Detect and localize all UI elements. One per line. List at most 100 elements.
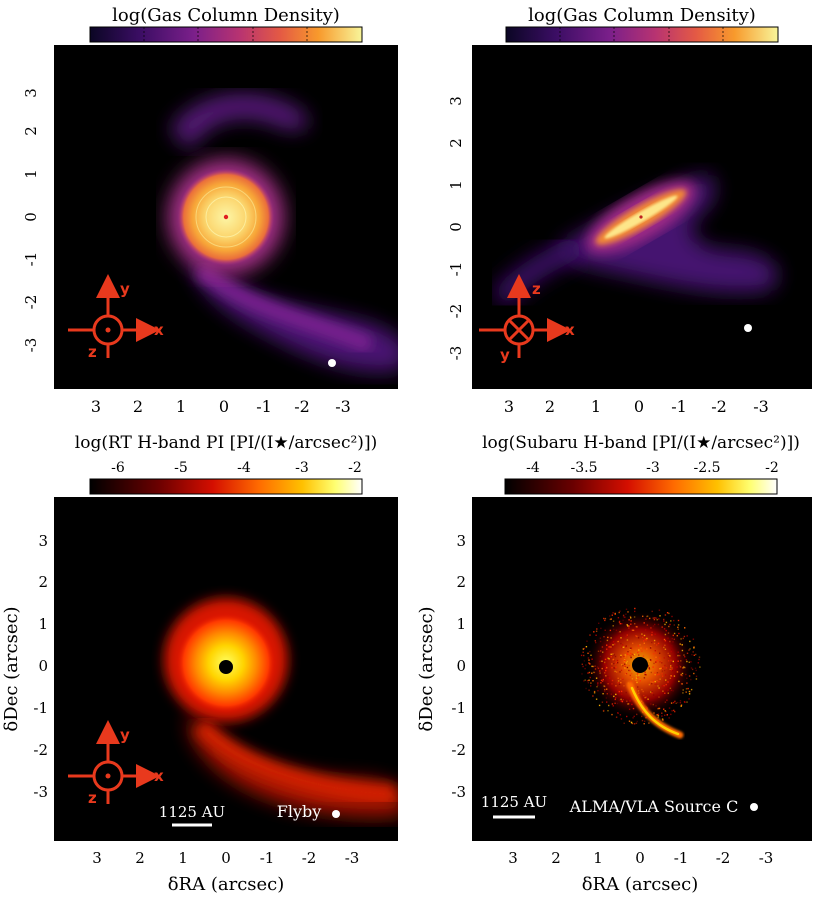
speckle bbox=[627, 625, 629, 627]
speckle bbox=[648, 660, 651, 662]
speckle bbox=[669, 623, 671, 626]
speckle bbox=[625, 635, 627, 638]
speckle bbox=[643, 640, 645, 642]
speckle bbox=[669, 687, 672, 689]
svg-text:2: 2 bbox=[545, 397, 555, 416]
speckle bbox=[677, 660, 679, 662]
speckle bbox=[605, 665, 607, 667]
speckle bbox=[664, 614, 667, 616]
svg-text:2: 2 bbox=[22, 126, 40, 136]
speckle bbox=[619, 631, 621, 633]
flyby-label-bl: Flyby bbox=[277, 802, 322, 821]
speckle bbox=[664, 644, 666, 646]
speckle bbox=[634, 623, 636, 625]
speckle bbox=[652, 666, 654, 668]
speckle bbox=[607, 657, 609, 659]
xlabel-bl: δRA (arcsec) bbox=[168, 874, 285, 895]
speckle bbox=[583, 680, 585, 682]
speckle bbox=[612, 625, 614, 627]
speckle bbox=[587, 657, 590, 659]
speckle bbox=[690, 688, 693, 691]
speckle bbox=[693, 672, 695, 675]
speckle bbox=[672, 660, 674, 663]
speckle bbox=[653, 694, 655, 696]
speckle bbox=[636, 713, 638, 716]
speckle bbox=[670, 689, 673, 691]
speckle bbox=[638, 649, 640, 651]
speckle bbox=[677, 624, 680, 626]
speckle bbox=[603, 685, 605, 687]
speckle bbox=[621, 644, 624, 646]
speckle bbox=[611, 683, 613, 685]
speckle bbox=[629, 697, 631, 699]
glyph-label-down-tr: y bbox=[500, 346, 510, 364]
speckle bbox=[657, 716, 659, 719]
speckle bbox=[648, 722, 650, 724]
speckle bbox=[695, 678, 698, 680]
speckle bbox=[637, 686, 639, 688]
flyby-marker-bl bbox=[332, 810, 340, 818]
speckle bbox=[620, 698, 622, 701]
svg-text:0: 0 bbox=[38, 657, 48, 675]
speckle bbox=[583, 647, 586, 650]
speckle bbox=[666, 612, 669, 614]
speckle bbox=[651, 631, 653, 634]
speckle bbox=[587, 652, 589, 654]
glyph-label-down-tl: z bbox=[88, 343, 97, 361]
speckle bbox=[635, 681, 637, 683]
speckle bbox=[591, 658, 593, 660]
speckle bbox=[638, 674, 640, 676]
speckle bbox=[670, 713, 672, 716]
svg-text:-2: -2 bbox=[22, 295, 40, 310]
speckle bbox=[614, 698, 616, 701]
speckle bbox=[675, 702, 677, 704]
speckle bbox=[665, 710, 667, 713]
speckle bbox=[627, 651, 629, 653]
speckle bbox=[669, 640, 671, 643]
glyph-label-up-tl: y bbox=[120, 280, 130, 298]
speckle bbox=[654, 623, 656, 626]
speckle bbox=[623, 722, 625, 724]
speckle bbox=[655, 705, 657, 707]
speckle bbox=[595, 677, 598, 679]
speckle bbox=[680, 638, 682, 640]
colorbar-title-br: log(Subaru H-band [PI/(I★/arcsec²)]) bbox=[482, 433, 800, 453]
speckle bbox=[654, 680, 656, 683]
svg-text:2: 2 bbox=[447, 138, 465, 148]
speckle bbox=[664, 701, 667, 703]
speckle bbox=[661, 685, 664, 687]
speckle bbox=[615, 716, 618, 718]
yticks-tl: 3 2 1 0 -1 -2 -3 bbox=[22, 88, 40, 352]
speckle bbox=[616, 662, 619, 664]
speckle bbox=[606, 688, 608, 690]
speckle bbox=[585, 646, 588, 648]
speckle bbox=[624, 660, 626, 662]
speckle bbox=[650, 703, 652, 705]
speckle bbox=[644, 696, 646, 699]
svg-text:1: 1 bbox=[447, 180, 465, 190]
speckle bbox=[678, 671, 680, 673]
speckle bbox=[631, 653, 633, 655]
speckle bbox=[622, 699, 624, 701]
svg-text:3: 3 bbox=[22, 88, 40, 98]
subaru-image-br bbox=[580, 607, 701, 739]
svg-text:-2: -2 bbox=[447, 304, 465, 319]
speckle bbox=[603, 709, 605, 712]
speckle bbox=[614, 655, 617, 658]
speckle bbox=[618, 699, 621, 701]
svg-text:-1: -1 bbox=[260, 849, 275, 867]
speckle bbox=[583, 660, 586, 662]
speckle bbox=[606, 701, 608, 703]
speckle bbox=[690, 661, 692, 663]
speckle bbox=[639, 644, 641, 646]
speckle bbox=[658, 609, 661, 611]
speckle bbox=[582, 648, 585, 650]
speckle bbox=[622, 616, 625, 618]
svg-text:1: 1 bbox=[176, 397, 186, 416]
speckle bbox=[657, 713, 660, 715]
speckle bbox=[697, 662, 699, 664]
speckle bbox=[641, 719, 644, 722]
speckle bbox=[659, 657, 661, 659]
svg-text:-3: -3 bbox=[33, 783, 48, 801]
speckle bbox=[589, 650, 591, 653]
